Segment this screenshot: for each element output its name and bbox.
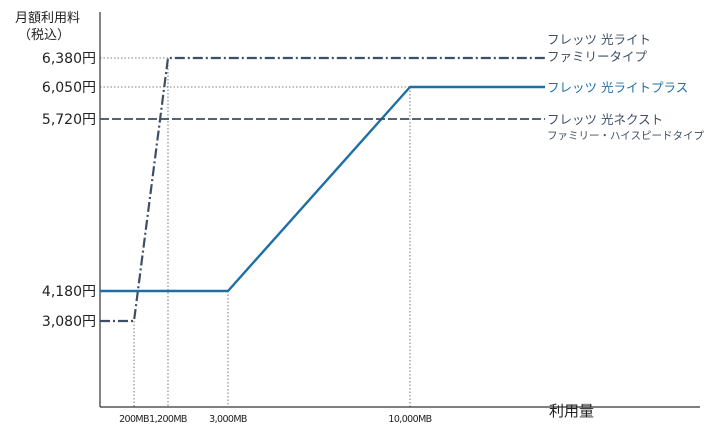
y-tick-labels: 6,380円 6,050円 5,720円 4,180円 3,080円: [42, 51, 96, 330]
y-axis-title-line1: 月額利用料: [15, 11, 80, 26]
x-axis-title: 利用量: [549, 402, 594, 420]
legend: フレッツ 光ライト ファミリータイプ フレッツ 光ライトプラス フレッツ 光ネク…: [547, 32, 704, 142]
x-tick-label-3: 10,000MB: [388, 414, 431, 425]
legend-label-next-1: フレッツ 光ネクスト: [547, 112, 663, 127]
axes: [99, 12, 700, 408]
y-axis-title-line2: （税込）: [18, 28, 70, 43]
legend-label-light-plus: フレッツ 光ライトプラス: [547, 80, 688, 95]
series-layer: [100, 56, 545, 323]
x-tick-label-0: 200MB: [119, 414, 149, 425]
y-tick-label-1: 6,050円: [42, 80, 96, 96]
y-tick-label-3: 4,180円: [42, 284, 96, 300]
legend-label-next-2: ファミリー・ハイスピードタイプ: [547, 130, 704, 142]
x-tick-label-2: 3,000MB: [209, 414, 247, 425]
y-tick-label-0: 6,380円: [42, 51, 96, 67]
series-line-1: [100, 85, 545, 293]
y-tick-label-4: 3,080円: [42, 314, 96, 330]
guide-lines: [100, 57, 411, 407]
legend-label-light-family-2: ファミリータイプ: [547, 49, 648, 64]
legend-label-light-family-1: フレッツ 光ライト: [547, 32, 651, 47]
series-line-0: [100, 56, 545, 323]
x-tick-labels: 200MB 1,200MB 3,000MB 10,000MB: [119, 414, 432, 425]
x-tick-label-1: 1,200MB: [149, 414, 187, 425]
y-tick-label-2: 5,720円: [42, 112, 96, 128]
